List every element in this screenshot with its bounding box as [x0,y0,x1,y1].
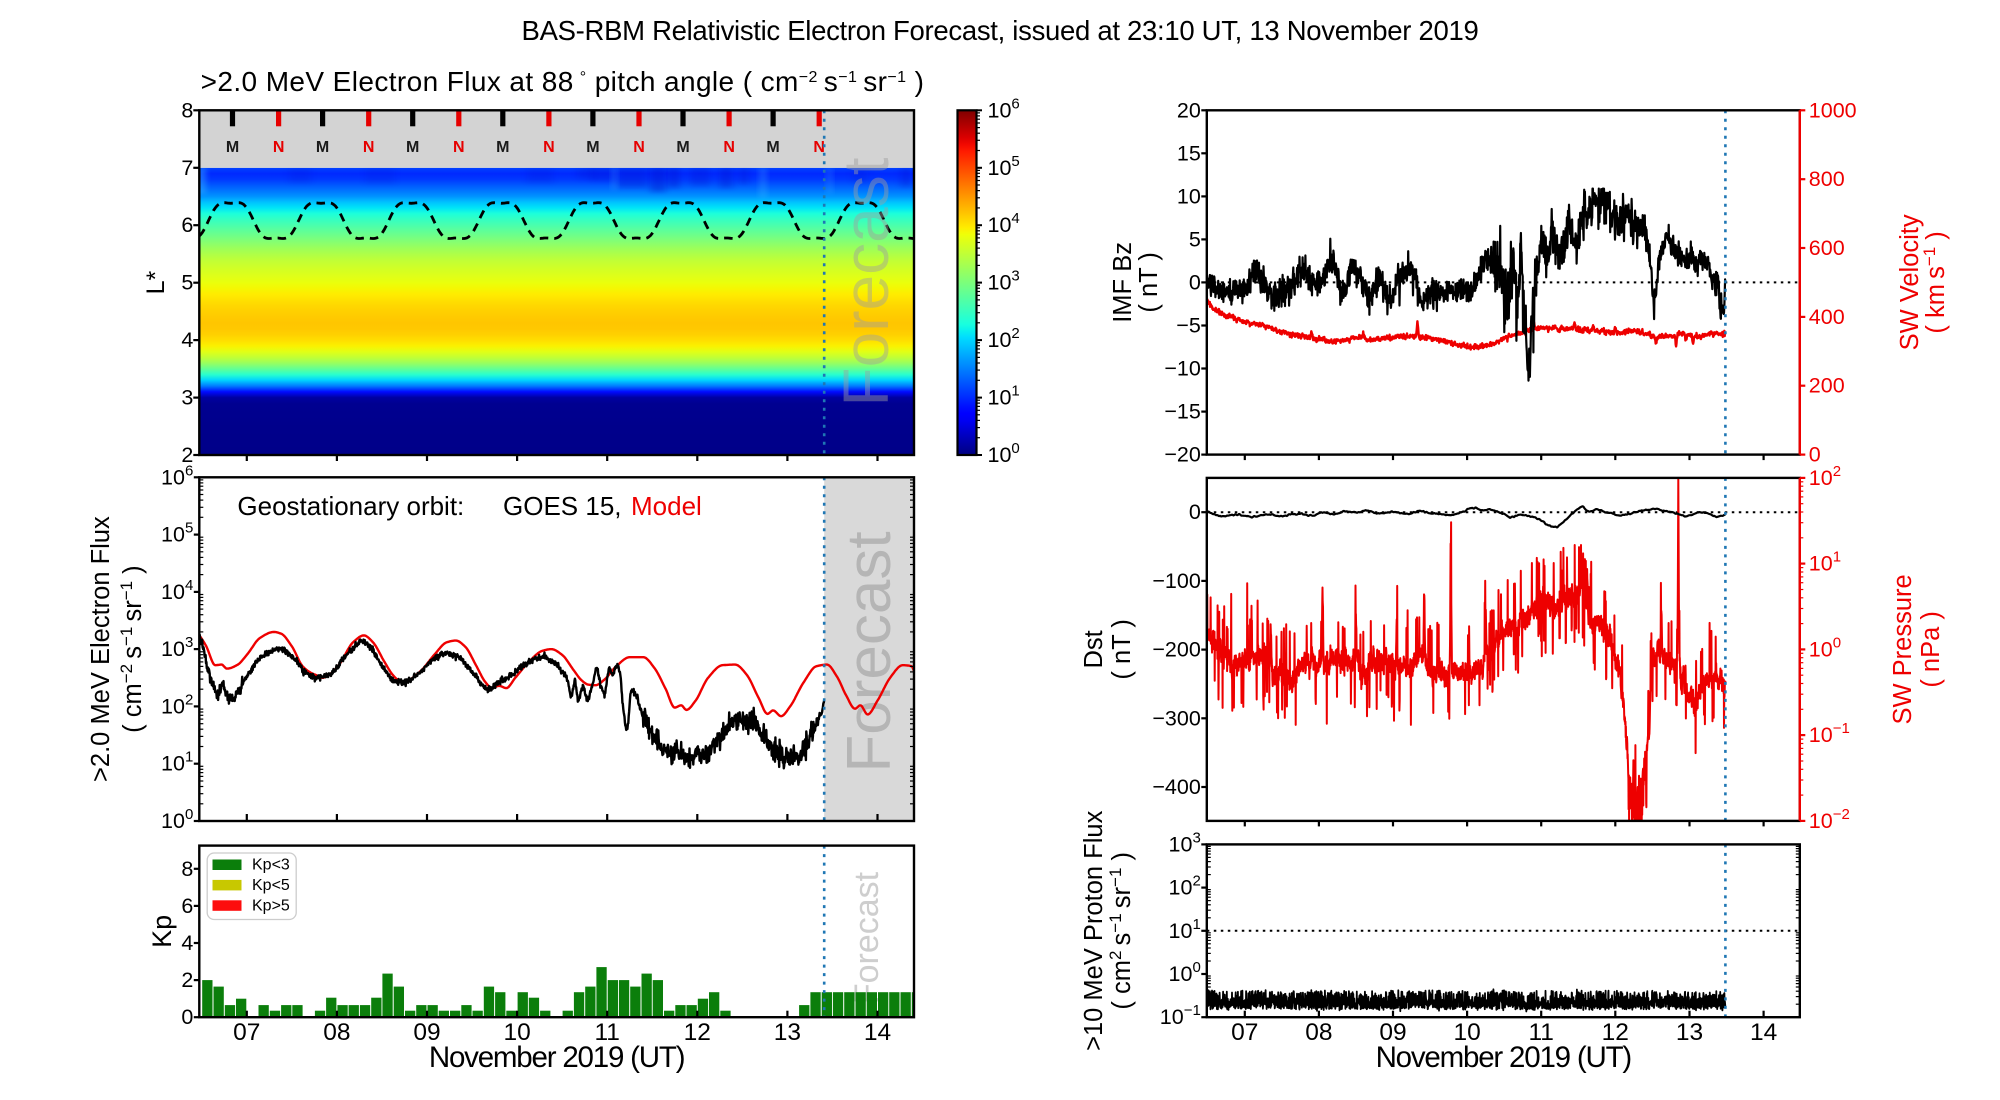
svg-text:N: N [363,139,375,156]
svg-text:Forecast: Forecast [835,531,904,772]
svg-text:M: M [316,139,329,156]
svg-text:1000: 1000 [1809,98,1857,122]
svg-text:November 2019 (UT): November 2019 (UT) [429,1041,684,1074]
svg-text:M: M [586,139,599,156]
svg-text:7: 7 [181,156,193,180]
svg-text:8: 8 [181,857,193,881]
svg-text:0: 0 [181,1005,193,1029]
svg-text:M: M [226,139,239,156]
svg-text:15: 15 [1177,141,1201,165]
svg-text:N: N [453,139,465,156]
svg-text:2: 2 [181,443,193,467]
svg-text:09: 09 [1379,1019,1406,1046]
svg-text:4: 4 [181,328,193,352]
svg-text:( nPa ): ( nPa ) [1917,611,1945,688]
svg-text:( nT ): ( nT ) [1108,619,1136,679]
svg-text:800: 800 [1809,167,1845,191]
svg-text:07: 07 [233,1019,260,1046]
svg-text:5: 5 [181,271,193,295]
svg-text:6: 6 [181,213,193,237]
svg-text:Forecast: Forecast [830,157,902,406]
svg-text:IMF Bz: IMF Bz [1109,242,1137,323]
svg-text:N: N [273,139,285,156]
svg-text:M: M [406,139,419,156]
svg-text:November 2019 (UT): November 2019 (UT) [1376,1041,1631,1074]
svg-text:5: 5 [1189,227,1201,251]
svg-text:10−1: 10−1 [1809,720,1850,747]
svg-text:−15: −15 [1164,400,1201,424]
svg-text:11: 11 [594,1019,619,1046]
svg-text:0: 0 [1809,443,1821,467]
svg-text:20: 20 [1177,98,1201,122]
svg-text:13: 13 [774,1019,801,1046]
svg-text:8: 8 [181,98,193,122]
svg-text:N: N [633,139,645,156]
svg-text:10: 10 [1453,1019,1480,1046]
svg-text:GOES 15,: GOES 15, [503,491,622,521]
svg-text:( nT ): ( nT ) [1135,252,1163,312]
svg-text:4: 4 [181,931,193,955]
svg-text:200: 200 [1809,374,1845,398]
svg-text:SW Velocity: SW Velocity [1896,214,1924,350]
svg-text:12: 12 [1602,1019,1629,1046]
svg-text:3: 3 [181,386,193,410]
svg-text:SW Pressure: SW Pressure [1889,574,1917,724]
svg-text:0: 0 [1189,270,1201,294]
svg-text:Kp>5: Kp>5 [252,898,290,915]
svg-text:( km s−1 ): ( km s−1 ) [1920,231,1950,333]
svg-text:400: 400 [1809,305,1845,329]
svg-text:Kp<3: Kp<3 [252,857,290,874]
svg-text:L*: L* [142,271,170,295]
svg-text:08: 08 [323,1019,350,1046]
svg-text:N: N [723,139,735,156]
svg-text:−200: −200 [1152,638,1200,662]
svg-text:14: 14 [1750,1019,1777,1046]
svg-text:−10: −10 [1164,357,1201,381]
svg-text:>2.0 MeV Electron Flux at 88 °: >2.0 MeV Electron Flux at 88 ° pitch ang… [201,66,925,97]
svg-text:09: 09 [413,1019,440,1046]
svg-text:−100: −100 [1152,569,1200,593]
svg-text:10: 10 [503,1019,530,1046]
svg-text:12: 12 [684,1019,711,1046]
svg-text:13: 13 [1676,1019,1703,1046]
svg-text:Forecast: Forecast [848,871,886,1004]
svg-text:10: 10 [1177,184,1201,208]
svg-text:−5: −5 [1176,314,1201,338]
svg-text:N: N [543,139,555,156]
svg-text:−400: −400 [1152,775,1200,799]
svg-text:−20: −20 [1164,443,1201,467]
svg-text:M: M [766,139,779,156]
svg-text:11: 11 [1528,1019,1553,1046]
svg-text:2: 2 [181,968,193,992]
svg-text:Dst: Dst [1080,630,1108,668]
svg-text:M: M [496,139,509,156]
svg-text:Model: Model [631,491,702,521]
svg-text:Geostationary orbit:: Geostationary orbit: [237,491,464,521]
svg-text:0: 0 [1189,500,1201,524]
svg-text:N: N [813,139,825,156]
svg-text:07: 07 [1231,1019,1258,1046]
svg-text:−300: −300 [1152,706,1200,730]
svg-text:>2.0 MeV Electron Flux: >2.0 MeV Electron Flux [87,516,115,782]
svg-text:6: 6 [181,894,193,918]
svg-text:M: M [676,139,689,156]
svg-text:>10 MeV Proton Flux: >10 MeV Proton Flux [1080,810,1108,1050]
svg-text:BAS-RBM Relativistic Electron: BAS-RBM Relativistic Electron Forecast, … [522,15,1479,46]
svg-text:Kp: Kp [147,915,177,948]
svg-text:600: 600 [1809,236,1845,260]
svg-text:08: 08 [1305,1019,1332,1046]
svg-text:Kp<5: Kp<5 [252,877,290,894]
svg-text:14: 14 [864,1019,891,1046]
